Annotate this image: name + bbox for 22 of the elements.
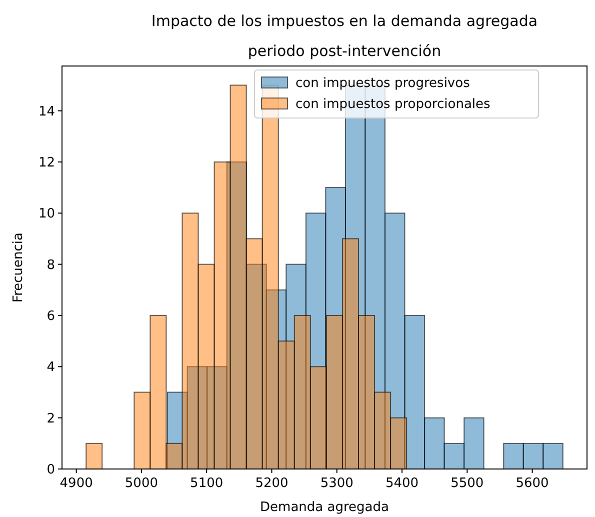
y-tick-label: 12 — [38, 155, 55, 170]
legend-label: con impuestos proporcionales — [296, 97, 491, 112]
y-tick-label: 8 — [46, 258, 55, 273]
x-tick-label: 5400 — [385, 476, 419, 491]
x-tick-label: 5200 — [255, 476, 288, 491]
y-tick-label: 2 — [46, 411, 55, 426]
y-tick-label: 0 — [46, 462, 55, 478]
x-axis-title: Demanda agregada — [260, 500, 389, 515]
chart-title: Impacto de los impuestos en la demanda agregada — [151, 12, 538, 30]
y-axis-title: Frecuencia — [11, 232, 26, 302]
x-tick-label: 5000 — [124, 476, 158, 491]
x-tick-label: 5600 — [516, 476, 549, 491]
y-tick-label: 4 — [46, 360, 55, 376]
legend-label: con impuestos progresivos — [296, 76, 470, 91]
x-tick-label: 5300 — [320, 476, 354, 491]
y-tick-label: 6 — [46, 308, 55, 324]
x-tick-label: 5100 — [190, 476, 224, 491]
chart-subtitle: periodo post-intervención — [248, 42, 442, 60]
y-tick-label: 10 — [38, 206, 55, 222]
y-tick-label: 14 — [38, 104, 55, 120]
x-tick-label: 4900 — [60, 476, 93, 491]
x-tick-label: 5500 — [450, 476, 484, 491]
